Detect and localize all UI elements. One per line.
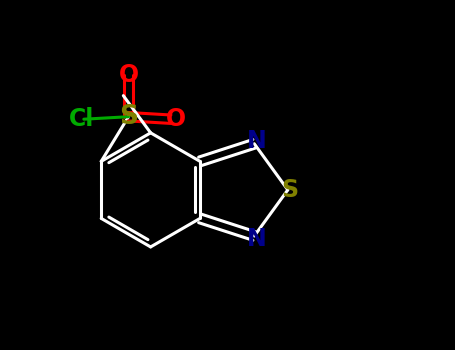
Text: O: O	[118, 63, 139, 86]
Text: S: S	[119, 104, 138, 130]
Text: N: N	[247, 129, 267, 153]
Text: N: N	[247, 226, 267, 251]
Text: Cl: Cl	[69, 107, 94, 131]
Text: S: S	[282, 178, 299, 202]
Text: O: O	[166, 107, 186, 131]
